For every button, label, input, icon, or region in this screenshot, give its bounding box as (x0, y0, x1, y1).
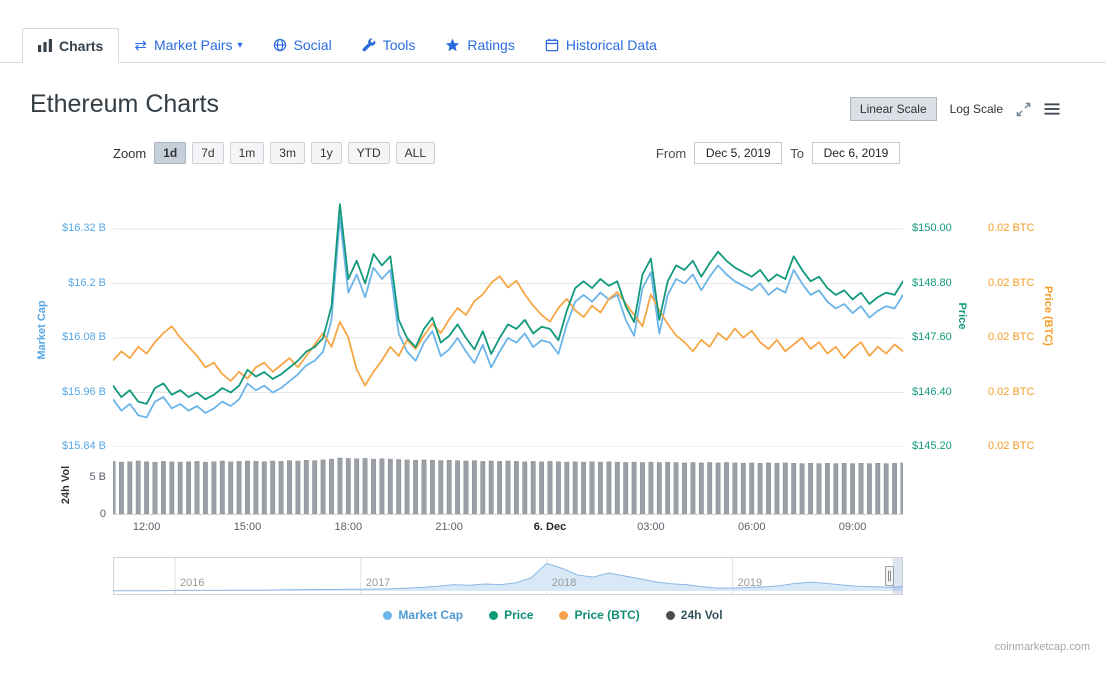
tab-label: Tools (382, 37, 416, 53)
legend-dot (665, 610, 675, 620)
legend-label: Price (BTC) (574, 608, 640, 622)
tab-social[interactable]: Social (258, 28, 347, 62)
legend-dot (489, 610, 499, 620)
nav-year-label: 2019 (737, 577, 763, 589)
star-icon (446, 38, 460, 52)
legend-item-price-btc-[interactable]: Price (BTC) (559, 608, 640, 622)
bar-chart-icon (38, 39, 52, 52)
legend-item-market-cap[interactable]: Market Cap (383, 608, 463, 622)
legend-label: Market Cap (398, 608, 464, 622)
zoom-button-1m[interactable]: 1m (229, 142, 265, 164)
series-price (113, 203, 903, 405)
tab-ratings[interactable]: Ratings (430, 28, 529, 62)
range-navigator[interactable] (113, 557, 903, 595)
legend-dot (559, 610, 569, 620)
chart-legend: Market Cap Price Price (BTC) 24h Vol (0, 608, 1106, 622)
x-tick-label: 6. Dec (533, 521, 567, 533)
zoom-button-3m[interactable]: 3m (270, 142, 305, 164)
x-tick-label: 15:00 (233, 521, 262, 533)
fullscreen-expand-icon[interactable] (1016, 102, 1031, 117)
zoom-button-1d[interactable]: 1d (154, 142, 187, 164)
nav-year-label: 2016 (179, 577, 205, 589)
chart-menu-icon[interactable] (1044, 102, 1060, 116)
tab-bar: Charts ⇄ Market Pairs ▾ Social Tools Rat… (0, 28, 1106, 63)
zoom-label: Zoom (113, 145, 147, 161)
chevron-down-icon: ▾ (237, 39, 243, 51)
y-tick-price: $147.60 (912, 331, 952, 344)
zoom-button-ytd[interactable]: YTD (347, 142, 390, 164)
vol-tick: 0 (99, 508, 106, 520)
x-tick-label: 18:00 (334, 521, 363, 533)
x-tick-label: 21:00 (435, 521, 463, 533)
zoom-button-1y[interactable]: 1y (310, 142, 342, 164)
y-tick-price-btc: 0.02 BTC (988, 440, 1035, 452)
tab-label: Ratings (467, 37, 515, 53)
ethereum-price-chart[interactable] (113, 185, 903, 447)
market-cap-axis-title: Market Cap (36, 300, 48, 360)
swap-arrows-icon: ⇄ (134, 37, 147, 54)
tab-label: Charts (59, 37, 104, 54)
legend-item-price[interactable]: Price (489, 608, 533, 622)
y-tick-market-cap: $15.84 B (61, 440, 106, 452)
legend-label: 24h Vol (680, 608, 723, 622)
legend-dot (383, 610, 393, 620)
y-tick-price: $150.00 (912, 222, 952, 235)
y-tick-price-btc: 0.02 BTC (988, 276, 1035, 289)
to-label: To (790, 145, 804, 161)
log-scale-button[interactable]: Log Scale (949, 102, 1003, 116)
tab-tools[interactable]: Tools (347, 28, 431, 62)
y-tick-price: $145.20 (912, 440, 952, 452)
y-tick-market-cap: $16.08 B (61, 331, 106, 344)
wrench-icon (362, 38, 376, 52)
y-tick-price-btc: 0.02 BTC (988, 222, 1035, 235)
from-date-input[interactable]: Dec 5, 2019 (694, 142, 783, 164)
y-tick-market-cap: $15.96 B (61, 385, 106, 398)
legend-label: Price (504, 608, 534, 622)
y-tick-price: $146.40 (912, 385, 952, 398)
price-axis-title: Price (956, 302, 968, 330)
x-tick-label: 09:00 (838, 521, 867, 533)
tab-label: Market Pairs (153, 37, 233, 53)
volume-chart[interactable] (113, 455, 903, 515)
nav-year-label: 2017 (365, 577, 391, 589)
legend-item-24h-vol[interactable]: 24h Vol (665, 608, 723, 622)
x-tick-label: 06:00 (737, 521, 766, 533)
watermark-text: coinmarketcap.com (994, 641, 1090, 653)
tab-charts[interactable]: Charts (22, 28, 120, 63)
tab-label: Social (293, 37, 332, 53)
linear-scale-button[interactable]: Linear Scale (849, 97, 937, 121)
zoom-controls: Zoom 1d 7d 1m 3m 1y YTD ALL (113, 142, 435, 164)
tab-label: Historical Data (565, 37, 657, 53)
date-range-controls: From Dec 5, 2019 To Dec 6, 2019 (656, 142, 900, 164)
to-date-input[interactable]: Dec 6, 2019 (812, 142, 900, 164)
y-tick-price-btc: 0.02 BTC (988, 331, 1035, 344)
globe-icon (273, 38, 286, 52)
calendar-icon (545, 38, 559, 52)
x-tick-label: 12:00 (132, 521, 161, 533)
page-title: Ethereum Charts (30, 90, 219, 118)
navigator-selected-range[interactable] (892, 558, 903, 594)
series-market-cap (113, 216, 903, 419)
scale-controls: Linear Scale Log Scale (849, 97, 1060, 121)
zoom-button-7d[interactable]: 7d (192, 142, 224, 164)
tab-historical-data[interactable]: Historical Data (530, 28, 672, 62)
nav-year-label: 2018 (551, 577, 577, 589)
from-label: From (655, 145, 687, 161)
y-tick-price: $148.80 (912, 276, 952, 289)
y-tick-market-cap: $16.32 B (61, 222, 106, 235)
navigator-handle[interactable] (885, 566, 894, 586)
zoom-button-all[interactable]: ALL (395, 142, 435, 164)
tab-market-pairs[interactable]: ⇄ Market Pairs ▾ (119, 28, 257, 62)
x-tick-label: 03:00 (637, 521, 665, 533)
y-tick-market-cap: $16.2 B (68, 276, 106, 289)
y-tick-price-btc: 0.02 BTC (988, 385, 1035, 398)
vol-tick: 5 B (89, 470, 106, 483)
